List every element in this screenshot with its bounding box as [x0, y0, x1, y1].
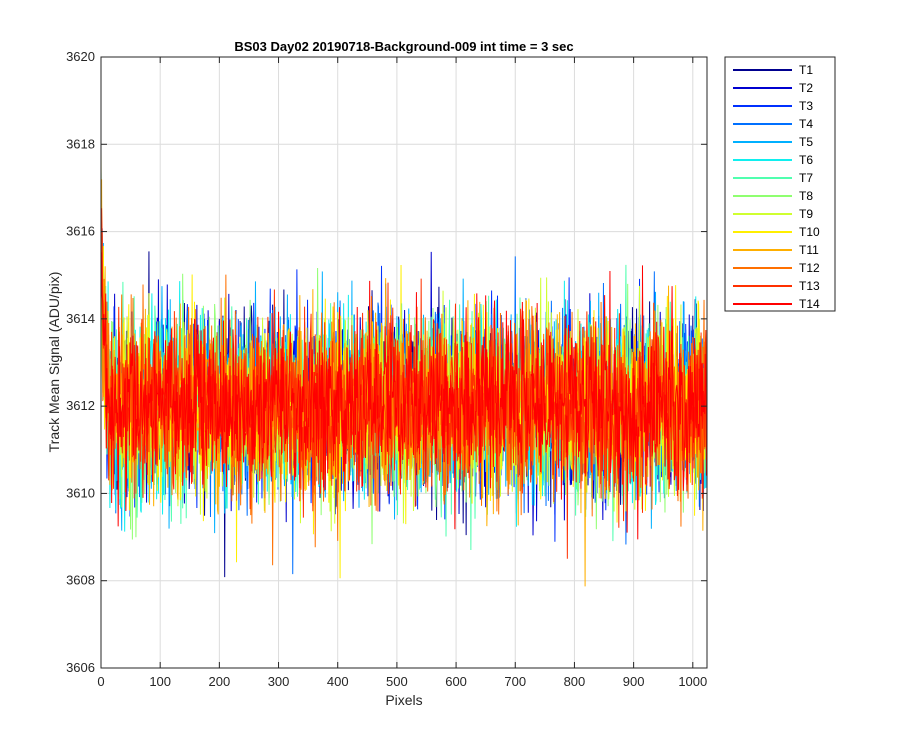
- x-tick-label: 100: [149, 674, 171, 689]
- legend-label-t11: T11: [799, 243, 819, 257]
- plot-frame: [100, 56, 708, 669]
- legend-label-t2: T2: [799, 81, 813, 95]
- y-tick-label: 3606: [66, 660, 95, 675]
- legend-label-t4: T4: [799, 117, 813, 131]
- y-tick-label: 3618: [66, 136, 95, 151]
- legend-label-t10: T10: [799, 225, 820, 239]
- x-tick-label: 600: [445, 674, 467, 689]
- axis-ticks: [100, 56, 707, 669]
- x-tick-label: 300: [268, 674, 290, 689]
- y-axis-tick-labels: 3606 3608 3610 3612 3614 3616 3618 3620: [66, 49, 95, 675]
- x-tick-label: 700: [504, 674, 526, 689]
- x-tick-label: 400: [327, 674, 349, 689]
- plot-area: [100, 56, 708, 669]
- legend-label-t12: T12: [799, 261, 820, 275]
- x-axis-label: Pixels: [385, 692, 422, 708]
- x-axis-tick-labels: 0 100 200 300 400 500 600 700 800 900 1000: [97, 674, 707, 689]
- legend-label-t9: T9: [799, 207, 813, 221]
- y-tick-label: 3616: [66, 224, 95, 239]
- chart-title: BS03 Day02 20190718-Background-009 int t…: [234, 39, 573, 54]
- x-tick-label: 800: [564, 674, 586, 689]
- y-tick-label: 3612: [66, 398, 95, 413]
- legend-label-t6: T6: [799, 153, 813, 167]
- legend-label-t13: T13: [799, 279, 820, 293]
- y-tick-label: 3608: [66, 573, 95, 588]
- y-tick-label: 3610: [66, 485, 95, 500]
- legend-label-t5: T5: [799, 135, 813, 149]
- legend-label-t3: T3: [799, 99, 813, 113]
- legend-items: T1 T2 T3 T4 T5 T6 T7 T8 T9 T10 T11 T12 T13 T14: [733, 63, 820, 311]
- legend: T1 T2 T3 T4 T5 T6 T7 T8 T9 T10 T11 T12 T13 T14: [724, 56, 836, 312]
- legend-label-t8: T8: [799, 189, 813, 203]
- x-tick-label: 1000: [678, 674, 707, 689]
- x-tick-label: 0: [97, 674, 104, 689]
- y-tick-label: 3614: [66, 311, 95, 326]
- series-layer: [100, 149, 707, 587]
- y-tick-label: 3620: [66, 49, 95, 64]
- series-line-t14: [100, 252, 707, 540]
- legend-label-t14: T14: [799, 297, 820, 311]
- x-tick-label: 900: [623, 674, 645, 689]
- x-tick-label: 500: [386, 674, 408, 689]
- x-tick-label: 200: [209, 674, 231, 689]
- legend-label-t1: T1: [799, 63, 813, 77]
- y-axis-label: Track Mean Signal (ADU/pix): [46, 272, 62, 453]
- legend-label-t7: T7: [799, 171, 813, 185]
